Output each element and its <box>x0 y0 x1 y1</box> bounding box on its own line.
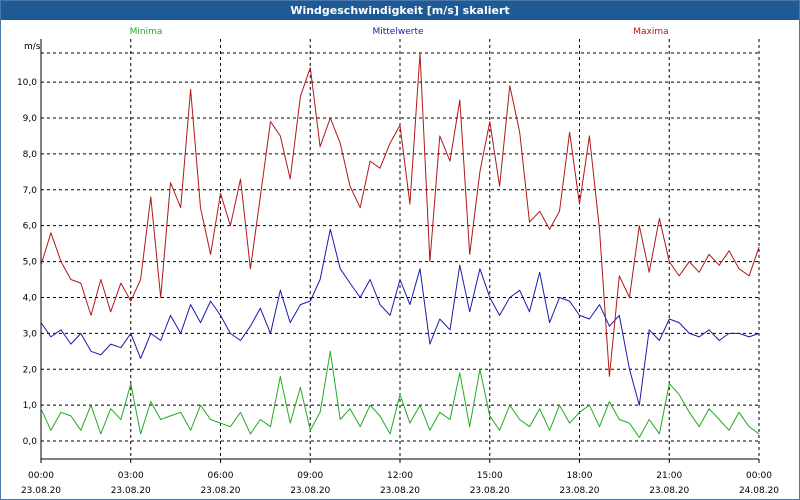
axes: m/s <box>24 39 759 460</box>
x-tick-time-label: 21:00 <box>656 471 682 481</box>
x-tick-date-label: 23.08.20 <box>559 486 599 496</box>
chart-title: Windgeschwindigkeit [m/s] skaliert <box>1 1 799 20</box>
legend-label-maxima: Maxima <box>633 27 668 37</box>
y-tick-label: 2,0 <box>23 365 38 375</box>
y-tick-label: 7,0 <box>23 186 38 196</box>
x-axis-ticks: 00:00 23.08.20 03:00 23.08.20 06:00 23.08.20 0… <box>21 459 779 496</box>
y-tick-label: 1,0 <box>23 401 38 411</box>
x-tick-date-label: 23.08.20 <box>649 486 689 496</box>
x-tick-date-label: 24.08.20 <box>739 486 779 496</box>
y-axis-unit: m/s <box>24 42 41 52</box>
x-tick-date-label: 23.08.20 <box>470 486 510 496</box>
x-tick-date-label: 23.08.20 <box>200 486 240 496</box>
x-tick-time-label: 18:00 <box>567 471 593 481</box>
grid <box>41 39 760 459</box>
series-line-mittelwerte <box>40 228 760 406</box>
y-tick-label: 9,0 <box>23 114 38 124</box>
x-tick-time-label: 00:00 <box>746 471 772 481</box>
x-tick-time-label: 09:00 <box>297 471 323 481</box>
y-tick-label: 6,0 <box>23 222 38 232</box>
legend-label-minima: Minima <box>130 27 163 37</box>
y-tick-label: 8,0 <box>23 150 38 160</box>
y-tick-label: 5,0 <box>23 258 38 268</box>
series-lines <box>40 52 760 438</box>
legend: Minima Mittelwerte Maxima <box>130 27 669 37</box>
x-tick-date-label: 23.08.20 <box>21 486 61 496</box>
y-tick-label: 10,0 <box>17 78 37 88</box>
legend-label-mittelwerte: Mittelwerte <box>372 27 423 37</box>
y-axis-ticks: 0,0 1,0 2,0 3,0 4,0 5,0 6,0 7,0 8,0 9,0 10,0 <box>17 78 37 447</box>
y-tick-label: 3,0 <box>23 329 38 339</box>
x-tick-time-label: 15:00 <box>477 471 503 481</box>
y-tick-label: 0,0 <box>23 437 38 447</box>
series-line-minima <box>40 350 760 438</box>
x-tick-time-label: 12:00 <box>387 471 413 481</box>
x-tick-time-label: 03:00 <box>118 471 144 481</box>
series-line-maxima <box>40 52 760 377</box>
x-tick-date-label: 23.08.20 <box>111 486 151 496</box>
x-tick-time-label: 00:00 <box>28 471 54 481</box>
x-tick-time-label: 06:00 <box>208 471 234 481</box>
x-tick-date-label: 23.08.20 <box>290 486 330 496</box>
x-tick-date-label: 23.08.20 <box>380 486 420 496</box>
y-tick-label: 4,0 <box>23 293 38 303</box>
